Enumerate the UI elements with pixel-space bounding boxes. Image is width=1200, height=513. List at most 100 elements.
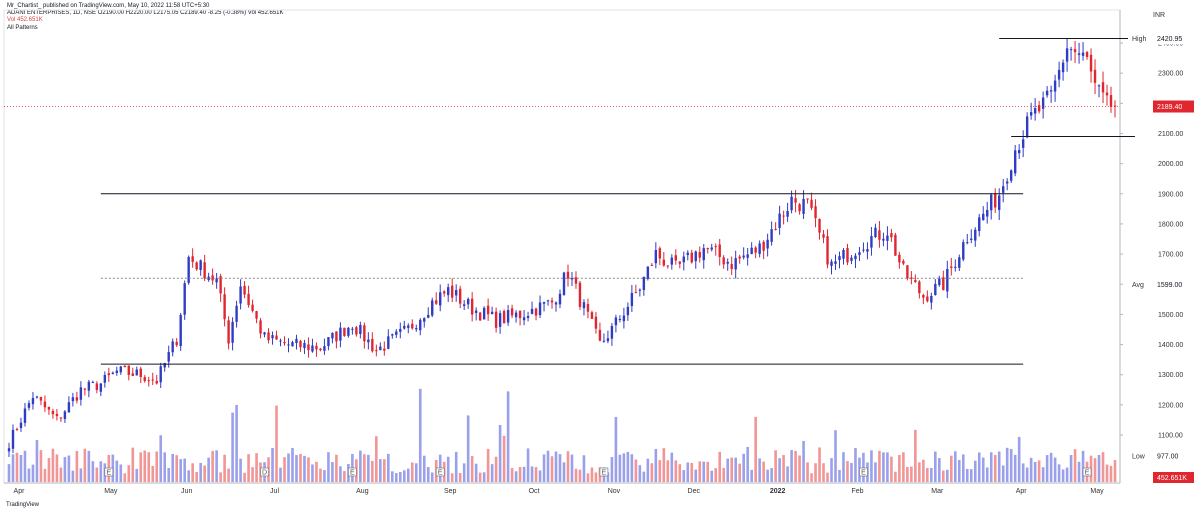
candle-body [810, 199, 813, 208]
volume-bar [247, 454, 250, 482]
month-label: Apr [14, 488, 26, 495]
candle-body [1009, 170, 1013, 181]
volume-bar [538, 470, 542, 482]
volume-bar [35, 440, 39, 482]
candle-body [59, 417, 63, 419]
volume-bar [942, 470, 945, 482]
event-marker [859, 467, 868, 477]
candle-body [95, 383, 99, 390]
volume-bar [418, 388, 422, 482]
candle-body [530, 308, 534, 314]
candle-body [870, 236, 873, 248]
volume-bar [1033, 462, 1037, 482]
candle-body [231, 321, 234, 343]
volume-bar [430, 472, 434, 482]
candle-body [1105, 92, 1109, 96]
volume-bar [770, 468, 773, 482]
candle-body [846, 248, 849, 263]
volume-bar [406, 468, 410, 482]
volume-bar [183, 458, 186, 482]
candle-body [818, 218, 821, 233]
candle-body [986, 209, 989, 217]
candle-body [1021, 139, 1025, 148]
volume-bar [23, 450, 27, 482]
volume-bar [965, 468, 969, 482]
candle-body [251, 304, 254, 311]
volume-bar [394, 473, 398, 482]
price-tick-label: 1300.00 [1158, 372, 1183, 379]
volume-bar [414, 463, 418, 482]
candle-body [674, 255, 677, 261]
candle-body [758, 243, 761, 254]
volume-bar [207, 457, 210, 482]
volume-bar [299, 453, 302, 482]
month-label: Oct [529, 488, 540, 495]
volume-bar [167, 468, 171, 482]
candle-body [754, 247, 757, 253]
volume-bar [275, 405, 278, 482]
volume-bar [578, 469, 582, 482]
volume-bar [506, 391, 510, 482]
volume-bar [95, 467, 99, 482]
candle-body [259, 320, 262, 334]
candle-body [1109, 95, 1113, 107]
candle-body [67, 402, 71, 413]
volume-bar [638, 465, 642, 482]
volume-bar [1029, 457, 1033, 482]
event-marker [260, 467, 269, 477]
candle-body [19, 422, 23, 429]
volume-bar [59, 467, 63, 482]
candle-body [974, 229, 977, 241]
volume-bar [750, 469, 753, 482]
candle-body [482, 307, 486, 320]
candle-body [411, 323, 414, 329]
volume-bar [786, 466, 789, 482]
volume-bar [163, 452, 167, 482]
candle-body [950, 266, 953, 268]
volume-bar [914, 429, 917, 482]
candle-body [155, 380, 158, 384]
candle-body [486, 305, 490, 315]
candle-body [119, 366, 122, 373]
volume-bar [31, 464, 35, 482]
volume-bar [251, 467, 254, 482]
low-label-bg [1128, 450, 1154, 462]
candle-body [894, 234, 897, 256]
volume-bar [498, 424, 502, 482]
candle-body [750, 247, 753, 255]
volume-bar [371, 460, 374, 482]
volume-bar [83, 448, 87, 482]
volume-bar [934, 451, 937, 482]
volume-bar [1009, 448, 1013, 482]
volume-bar [1041, 467, 1045, 482]
candle-body [734, 258, 737, 270]
high-tag [1153, 32, 1194, 45]
volume-bar [834, 430, 837, 482]
volume-bar [798, 455, 801, 482]
volume-bar [642, 471, 646, 482]
candle-body [207, 276, 210, 281]
volume-bar [930, 467, 933, 482]
volume-bar [1077, 461, 1081, 482]
volume-bar [562, 462, 566, 482]
candle-body [203, 262, 206, 279]
candle-body [23, 408, 27, 423]
volume-bar [746, 446, 749, 482]
volume-bar [1005, 447, 1009, 482]
volume-bar [922, 459, 925, 482]
candle-body [490, 311, 494, 314]
candle-body [1041, 97, 1045, 109]
price-tick-label: 1900.00 [1158, 191, 1183, 198]
volume-bar [402, 470, 406, 482]
candle-body [658, 248, 662, 259]
candle-body [291, 342, 294, 347]
volume-bar [554, 451, 558, 482]
candle-body [566, 271, 570, 279]
candle-body [962, 242, 965, 260]
volume-bar [870, 450, 873, 482]
volume-bar [1073, 449, 1077, 482]
candle-body [1081, 52, 1085, 56]
candle-body [850, 257, 853, 261]
candle-body [574, 277, 578, 284]
